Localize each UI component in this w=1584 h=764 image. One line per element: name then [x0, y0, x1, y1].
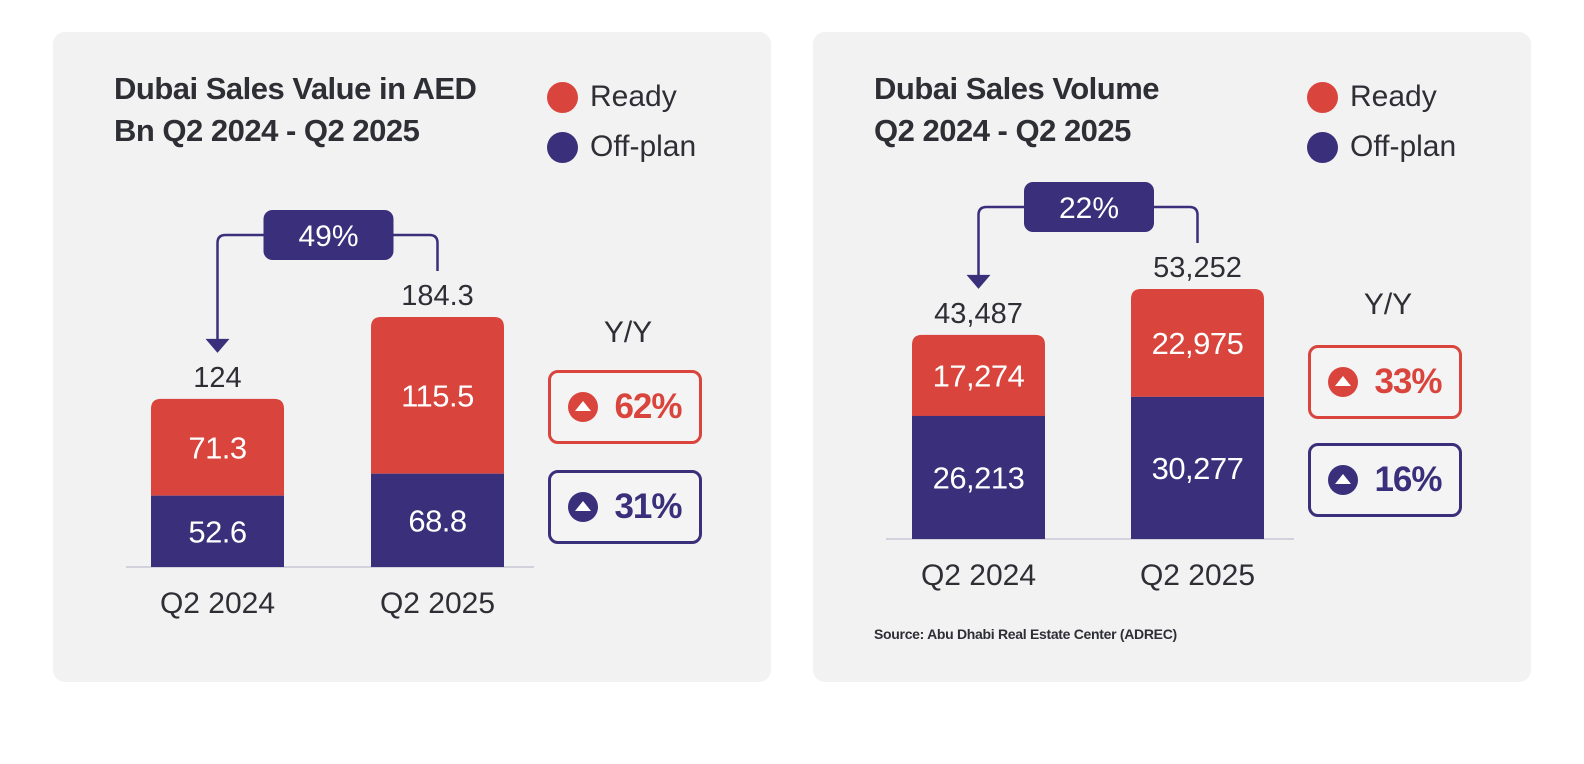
yy-ready-value: 33% — [1374, 362, 1442, 401]
sales-value-panel: Dubai Sales Value in AED Bn Q2 2024 - Q2… — [53, 32, 771, 682]
yy-ready-value: 62% — [614, 387, 682, 426]
up-triangle-icon — [568, 492, 599, 522]
chart-title: Dubai Sales Volume Q2 2024 - Q2 2025 — [874, 68, 1160, 152]
sales-volume-bar-chart: 17,274 26,213 43,487 Q2 2024 22,975 30,277 53,… — [886, 182, 1294, 592]
x-tick-label-0: Q2 2024 — [921, 559, 1036, 592]
up-triangle-icon — [568, 392, 599, 422]
chart-title-line-2: Bn Q2 2024 - Q2 2025 — [114, 113, 420, 148]
legend-label-ready: Ready — [1350, 80, 1437, 113]
chart-title-line-1: Dubai Sales Volume — [874, 71, 1160, 106]
growth-badge-label: 49% — [298, 220, 358, 253]
bar-ready-1 — [371, 317, 504, 474]
chart-title: Dubai Sales Value in AED Bn Q2 2024 - Q2… — [114, 68, 477, 152]
up-triangle-icon — [1328, 465, 1359, 495]
chart-title-line-1: Dubai Sales Value in AED — [114, 71, 477, 106]
x-tick-label-1: Q2 2025 — [380, 587, 495, 620]
legend-item-offplan: Off-plan — [547, 122, 696, 172]
arrow-down-icon — [205, 338, 230, 353]
legend-label-ready: Ready — [590, 80, 677, 113]
legend-item-ready: Ready — [1307, 72, 1456, 122]
bar-offplan-1 — [371, 473, 504, 567]
yy-offplan-badge: 16% — [1308, 443, 1462, 517]
bar-offplan-1 — [1131, 396, 1264, 539]
yy-ready-badge: 62% — [548, 370, 702, 444]
sales-value-bar-chart: 71.3 52.6 124 Q2 2024 115.5 68.8 184.3 Q2 2025 4… — [126, 210, 534, 620]
bar-ready-1 — [1131, 289, 1264, 397]
x-tick-label-1: Q2 2025 — [1140, 559, 1255, 592]
bar-offplan-0 — [151, 495, 284, 567]
legend-label-offplan: Off-plan — [590, 130, 697, 163]
bar-offplan-label-0: 52.6 — [188, 514, 246, 549]
legend-item-offplan: Off-plan — [1307, 122, 1456, 172]
chart-legend: Ready Off-plan — [1307, 72, 1456, 172]
bar-ready-0 — [912, 334, 1045, 416]
source-note: Source: Abu Dhabi Real Estate Center (AD… — [874, 626, 1177, 642]
growth-badge — [263, 210, 394, 260]
bar-ready-label-1: 22,975 — [1152, 326, 1244, 361]
yy-offplan-value: 31% — [614, 487, 682, 526]
ready-dot-icon — [547, 81, 578, 113]
sales-volume-panel: Dubai Sales Volume Q2 2024 - Q2 2025 Rea… — [813, 32, 1531, 682]
x-tick-label-0: Q2 2024 — [160, 587, 275, 620]
legend-item-ready: Ready — [547, 72, 696, 122]
bar-offplan-label-0: 26,213 — [933, 460, 1025, 495]
bar-total-label-1: 53,252 — [1153, 252, 1242, 284]
yy-ready-badge: 33% — [1308, 345, 1462, 419]
chart-legend: Ready Off-plan — [547, 72, 696, 172]
arrow-down-icon — [966, 274, 991, 289]
bar-total-label-0: 124 — [193, 362, 241, 394]
bar-total-label-0: 43,487 — [934, 298, 1023, 330]
offplan-dot-icon — [1307, 131, 1338, 163]
bar-offplan-0 — [912, 415, 1045, 539]
bar-offplan-label-1: 30,277 — [1152, 451, 1244, 486]
bar-offplan-label-1: 68.8 — [408, 503, 466, 538]
bar-total-label-1: 184.3 — [401, 280, 474, 312]
ready-dot-icon — [1307, 81, 1338, 113]
yy-label: Y/Y — [1363, 288, 1413, 321]
bar-ready-label-1: 115.5 — [401, 378, 474, 413]
bar-ready-label-0: 17,274 — [933, 358, 1025, 393]
growth-badge — [1024, 182, 1154, 232]
bar-ready-label-0: 71.3 — [188, 430, 246, 465]
chart-title-line-2: Q2 2024 - Q2 2025 — [874, 113, 1131, 148]
legend-label-offplan: Off-plan — [1350, 130, 1457, 163]
yy-label: Y/Y — [603, 316, 653, 349]
yy-offplan-badge: 31% — [548, 470, 702, 544]
growth-badge-label: 22% — [1059, 192, 1119, 225]
yy-offplan-value: 16% — [1374, 460, 1442, 499]
up-triangle-icon — [1328, 367, 1359, 397]
bar-ready-0 — [151, 398, 284, 496]
offplan-dot-icon — [547, 131, 578, 163]
